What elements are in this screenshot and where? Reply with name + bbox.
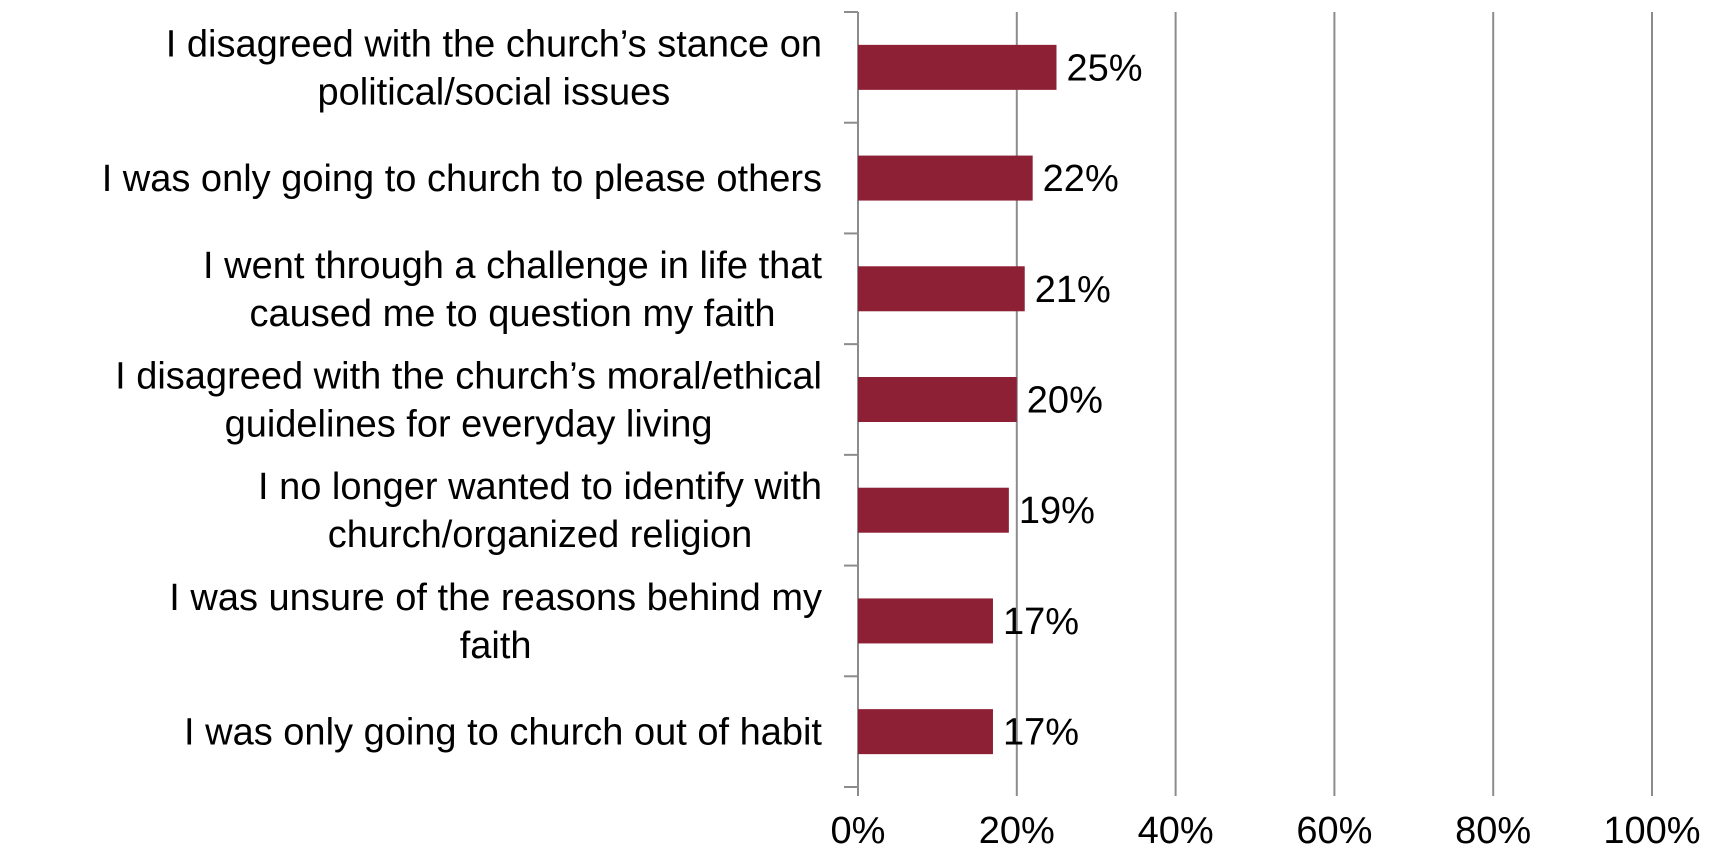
category-label: I was only going to church to please oth… xyxy=(102,158,822,200)
category-labels: I disagreed with the church’s stance on p… xyxy=(102,23,823,753)
value-labels: 25% 22% 21% 20% 19% 17% 17% xyxy=(1003,47,1143,753)
value-label: 22% xyxy=(1043,158,1119,200)
value-label: 25% xyxy=(1067,47,1143,89)
category-label: I was only going to church out of habit xyxy=(184,712,822,754)
category-label: I went through a challenge in life that c… xyxy=(203,245,822,335)
x-tick-label: 100% xyxy=(1603,810,1700,852)
gridlines xyxy=(1015,12,1653,787)
category-label-line: I was only going to church to please oth… xyxy=(102,158,822,200)
category-label-line: faith xyxy=(460,625,532,667)
category-label: I disagreed with the church’s moral/ethi… xyxy=(115,356,822,446)
bar xyxy=(858,155,1033,201)
bars xyxy=(858,44,1057,755)
bar xyxy=(858,266,1025,312)
category-label-line: I was unsure of the reasons behind my xyxy=(169,577,822,619)
category-label-line: caused me to question my faith xyxy=(250,293,776,335)
value-label: 17% xyxy=(1003,601,1079,643)
value-label: 17% xyxy=(1003,712,1079,754)
category-label: I no longer wanted to identify with churc… xyxy=(258,466,822,556)
x-tick-label: 80% xyxy=(1455,810,1531,852)
bar xyxy=(858,377,1017,422)
category-label-line: church/organized religion xyxy=(328,514,753,556)
value-label: 19% xyxy=(1019,490,1095,532)
category-label: I was unsure of the reasons behind my fai… xyxy=(169,577,822,667)
x-tick-label: 40% xyxy=(1138,810,1214,852)
bar xyxy=(858,709,993,755)
x-tick-label: 60% xyxy=(1296,810,1372,852)
category-label-line: political/social issues xyxy=(318,71,671,113)
category-label-line: I no longer wanted to identify with xyxy=(258,466,822,508)
category-label-line: I disagreed with the church’s moral/ethi… xyxy=(115,356,822,398)
category-label-line: I was only going to church out of habit xyxy=(184,712,822,754)
bar xyxy=(858,598,993,644)
x-tick-label: 0% xyxy=(831,810,886,852)
category-label-line: I went through a challenge in life that xyxy=(203,245,822,287)
x-tick-label: 20% xyxy=(979,810,1055,852)
category-label-line: guidelines for everyday living xyxy=(225,404,713,446)
category-label-line: I disagreed with the church’s stance on xyxy=(166,23,822,65)
value-label: 21% xyxy=(1035,269,1111,311)
category-label: I disagreed with the church’s stance on p… xyxy=(166,23,822,113)
value-label: 20% xyxy=(1027,380,1103,422)
x-tick-labels: 0% 20% 40% 60% 80% 100% xyxy=(831,810,1701,852)
bar xyxy=(858,44,1057,90)
bar xyxy=(858,487,1009,533)
